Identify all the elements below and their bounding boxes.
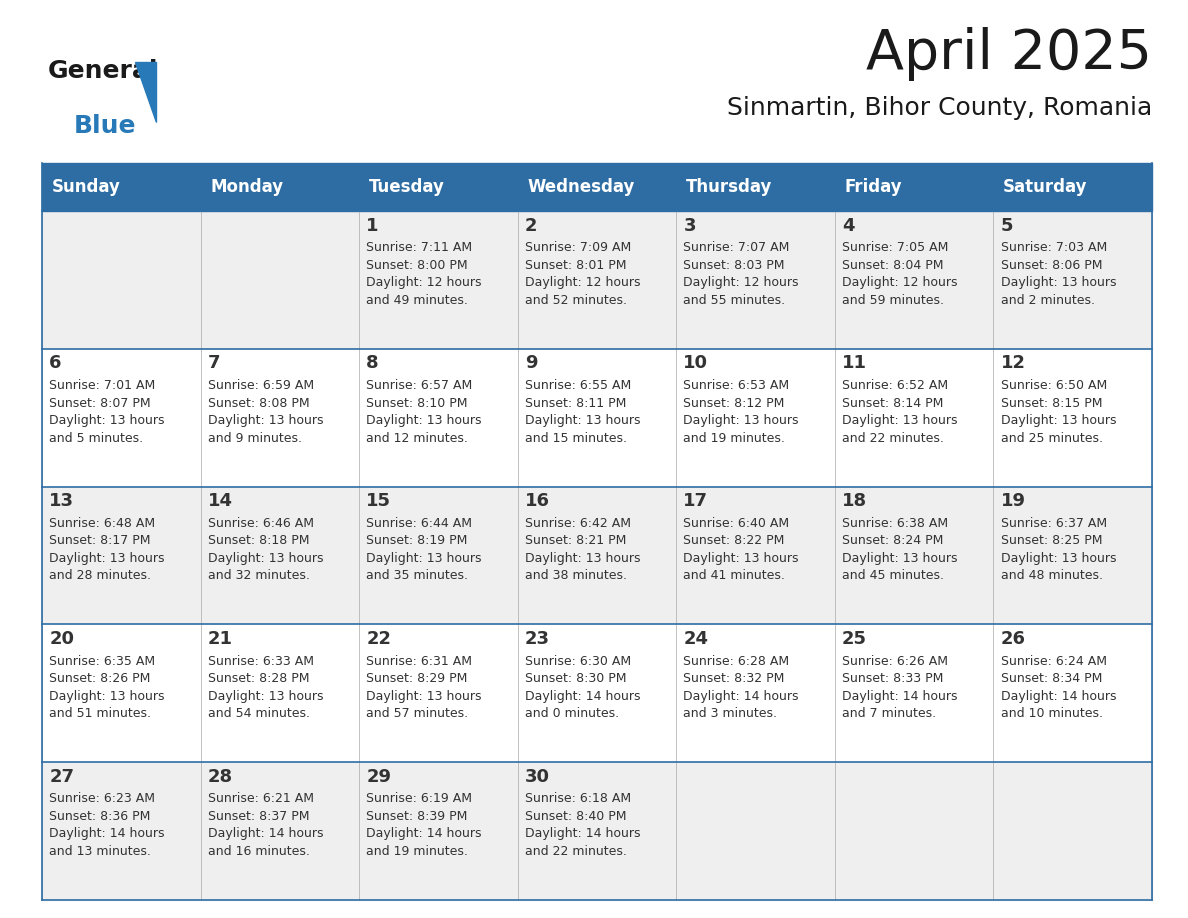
Text: Sunrise: 6:38 AM
Sunset: 8:24 PM
Daylight: 13 hours
and 45 minutes.: Sunrise: 6:38 AM Sunset: 8:24 PM Dayligh… [842, 517, 958, 582]
Text: 13: 13 [49, 492, 74, 510]
Text: Sunrise: 6:31 AM
Sunset: 8:29 PM
Daylight: 13 hours
and 57 minutes.: Sunrise: 6:31 AM Sunset: 8:29 PM Dayligh… [366, 655, 482, 721]
Text: Saturday: Saturday [1003, 178, 1087, 196]
Text: Sunrise: 6:26 AM
Sunset: 8:33 PM
Daylight: 14 hours
and 7 minutes.: Sunrise: 6:26 AM Sunset: 8:33 PM Dayligh… [842, 655, 958, 721]
Text: 3: 3 [683, 217, 696, 234]
Text: 19: 19 [1000, 492, 1025, 510]
Text: 2: 2 [525, 217, 537, 234]
Bar [42, 163, 1152, 211]
Text: Sunday: Sunday [51, 178, 120, 196]
Text: Thursday: Thursday [685, 178, 772, 196]
Text: 30: 30 [525, 767, 550, 786]
Text: 9: 9 [525, 354, 537, 373]
Text: Sunrise: 6:30 AM
Sunset: 8:30 PM
Daylight: 14 hours
and 0 minutes.: Sunrise: 6:30 AM Sunset: 8:30 PM Dayligh… [525, 655, 640, 721]
Text: 25: 25 [842, 630, 867, 648]
Text: 10: 10 [683, 354, 708, 373]
Text: 11: 11 [842, 354, 867, 373]
Text: 21: 21 [208, 630, 233, 648]
Text: Sunrise: 7:01 AM
Sunset: 8:07 PM
Daylight: 13 hours
and 5 minutes.: Sunrise: 7:01 AM Sunset: 8:07 PM Dayligh… [49, 379, 165, 444]
Text: 26: 26 [1000, 630, 1025, 648]
Text: Sunrise: 6:55 AM
Sunset: 8:11 PM
Daylight: 13 hours
and 15 minutes.: Sunrise: 6:55 AM Sunset: 8:11 PM Dayligh… [525, 379, 640, 444]
Text: Sunrise: 6:52 AM
Sunset: 8:14 PM
Daylight: 13 hours
and 22 minutes.: Sunrise: 6:52 AM Sunset: 8:14 PM Dayligh… [842, 379, 958, 444]
Text: 20: 20 [49, 630, 74, 648]
Text: Sunrise: 7:11 AM
Sunset: 8:00 PM
Daylight: 12 hours
and 49 minutes.: Sunrise: 7:11 AM Sunset: 8:00 PM Dayligh… [366, 241, 482, 307]
Text: 5: 5 [1000, 217, 1013, 234]
Text: Sunrise: 7:07 AM
Sunset: 8:03 PM
Daylight: 12 hours
and 55 minutes.: Sunrise: 7:07 AM Sunset: 8:03 PM Dayligh… [683, 241, 798, 307]
Text: Sunrise: 6:48 AM
Sunset: 8:17 PM
Daylight: 13 hours
and 28 minutes.: Sunrise: 6:48 AM Sunset: 8:17 PM Dayligh… [49, 517, 165, 582]
Text: Sunrise: 6:46 AM
Sunset: 8:18 PM
Daylight: 13 hours
and 32 minutes.: Sunrise: 6:46 AM Sunset: 8:18 PM Dayligh… [208, 517, 323, 582]
Text: 4: 4 [842, 217, 854, 234]
Text: 6: 6 [49, 354, 62, 373]
Text: 24: 24 [683, 630, 708, 648]
Text: Sunrise: 6:23 AM
Sunset: 8:36 PM
Daylight: 14 hours
and 13 minutes.: Sunrise: 6:23 AM Sunset: 8:36 PM Dayligh… [49, 792, 165, 858]
Text: Sunrise: 6:59 AM
Sunset: 8:08 PM
Daylight: 13 hours
and 9 minutes.: Sunrise: 6:59 AM Sunset: 8:08 PM Dayligh… [208, 379, 323, 444]
Text: 22: 22 [366, 630, 391, 648]
Text: 28: 28 [208, 767, 233, 786]
Text: 29: 29 [366, 767, 391, 786]
Text: Sunrise: 6:33 AM
Sunset: 8:28 PM
Daylight: 13 hours
and 54 minutes.: Sunrise: 6:33 AM Sunset: 8:28 PM Dayligh… [208, 655, 323, 721]
Text: 23: 23 [525, 630, 550, 648]
Text: 8: 8 [366, 354, 379, 373]
Text: 7: 7 [208, 354, 220, 373]
Text: Sunrise: 6:28 AM
Sunset: 8:32 PM
Daylight: 14 hours
and 3 minutes.: Sunrise: 6:28 AM Sunset: 8:32 PM Dayligh… [683, 655, 798, 721]
Text: Sunrise: 7:03 AM
Sunset: 8:06 PM
Daylight: 13 hours
and 2 minutes.: Sunrise: 7:03 AM Sunset: 8:06 PM Dayligh… [1000, 241, 1116, 307]
Text: Sunrise: 7:09 AM
Sunset: 8:01 PM
Daylight: 12 hours
and 52 minutes.: Sunrise: 7:09 AM Sunset: 8:01 PM Dayligh… [525, 241, 640, 307]
Text: Sunrise: 6:42 AM
Sunset: 8:21 PM
Daylight: 13 hours
and 38 minutes.: Sunrise: 6:42 AM Sunset: 8:21 PM Dayligh… [525, 517, 640, 582]
Text: Friday: Friday [845, 178, 902, 196]
Text: 15: 15 [366, 492, 391, 510]
Text: 18: 18 [842, 492, 867, 510]
Text: Sunrise: 6:44 AM
Sunset: 8:19 PM
Daylight: 13 hours
and 35 minutes.: Sunrise: 6:44 AM Sunset: 8:19 PM Dayligh… [366, 517, 482, 582]
Bar [42, 211, 1152, 349]
Text: Sunrise: 6:35 AM
Sunset: 8:26 PM
Daylight: 13 hours
and 51 minutes.: Sunrise: 6:35 AM Sunset: 8:26 PM Dayligh… [49, 655, 165, 721]
Text: 16: 16 [525, 492, 550, 510]
Text: Sunrise: 6:53 AM
Sunset: 8:12 PM
Daylight: 13 hours
and 19 minutes.: Sunrise: 6:53 AM Sunset: 8:12 PM Dayligh… [683, 379, 798, 444]
Bar [42, 349, 1152, 487]
Text: Sunrise: 6:40 AM
Sunset: 8:22 PM
Daylight: 13 hours
and 41 minutes.: Sunrise: 6:40 AM Sunset: 8:22 PM Dayligh… [683, 517, 798, 582]
Text: Wednesday: Wednesday [527, 178, 634, 196]
Text: Monday: Monday [210, 178, 283, 196]
Text: 12: 12 [1000, 354, 1025, 373]
Text: Sunrise: 6:19 AM
Sunset: 8:39 PM
Daylight: 14 hours
and 19 minutes.: Sunrise: 6:19 AM Sunset: 8:39 PM Dayligh… [366, 792, 482, 858]
Text: Sunrise: 6:57 AM
Sunset: 8:10 PM
Daylight: 13 hours
and 12 minutes.: Sunrise: 6:57 AM Sunset: 8:10 PM Dayligh… [366, 379, 482, 444]
Text: Sunrise: 7:05 AM
Sunset: 8:04 PM
Daylight: 12 hours
and 59 minutes.: Sunrise: 7:05 AM Sunset: 8:04 PM Dayligh… [842, 241, 958, 307]
Bar [42, 762, 1152, 900]
Text: Sunrise: 6:50 AM
Sunset: 8:15 PM
Daylight: 13 hours
and 25 minutes.: Sunrise: 6:50 AM Sunset: 8:15 PM Dayligh… [1000, 379, 1116, 444]
Text: April 2025: April 2025 [866, 28, 1152, 81]
Text: Sunrise: 6:18 AM
Sunset: 8:40 PM
Daylight: 14 hours
and 22 minutes.: Sunrise: 6:18 AM Sunset: 8:40 PM Dayligh… [525, 792, 640, 858]
Text: 27: 27 [49, 767, 74, 786]
Text: 17: 17 [683, 492, 708, 510]
Text: Sunrise: 6:21 AM
Sunset: 8:37 PM
Daylight: 14 hours
and 16 minutes.: Sunrise: 6:21 AM Sunset: 8:37 PM Dayligh… [208, 792, 323, 858]
Polygon shape [134, 62, 156, 122]
Text: Sunrise: 6:24 AM
Sunset: 8:34 PM
Daylight: 14 hours
and 10 minutes.: Sunrise: 6:24 AM Sunset: 8:34 PM Dayligh… [1000, 655, 1116, 721]
Text: 14: 14 [208, 492, 233, 510]
Text: Tuesday: Tuesday [368, 178, 444, 196]
Text: Sunrise: 6:37 AM
Sunset: 8:25 PM
Daylight: 13 hours
and 48 minutes.: Sunrise: 6:37 AM Sunset: 8:25 PM Dayligh… [1000, 517, 1116, 582]
Text: Sinmartin, Bihor County, Romania: Sinmartin, Bihor County, Romania [727, 96, 1152, 120]
Bar [42, 487, 1152, 624]
Text: General: General [48, 60, 158, 84]
Text: 1: 1 [366, 217, 379, 234]
Bar [42, 624, 1152, 762]
Text: Blue: Blue [74, 115, 137, 139]
